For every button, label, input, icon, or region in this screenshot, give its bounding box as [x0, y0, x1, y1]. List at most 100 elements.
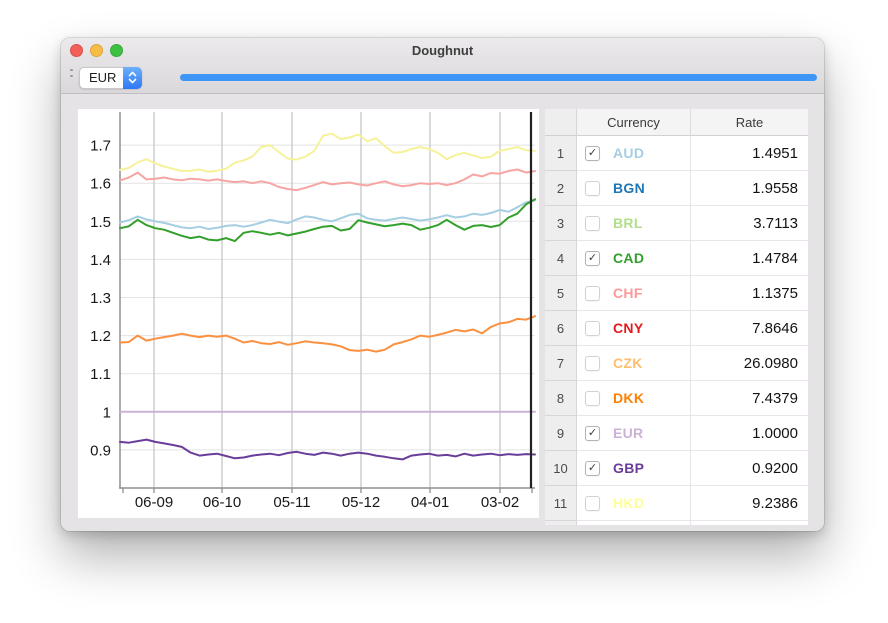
currency-checkbox[interactable]: [585, 285, 600, 301]
table-row[interactable]: [545, 521, 808, 525]
close-button[interactable]: [70, 44, 83, 57]
svg-text:1.7: 1.7: [90, 138, 111, 155]
row-index: 7: [545, 346, 577, 381]
currency-rate: 1.9558: [691, 171, 808, 206]
svg-text:03-02: 03-02: [481, 494, 519, 511]
currency-code: CAD: [613, 250, 645, 266]
table-row[interactable]: 9 ✓ EUR 1.0000: [545, 416, 808, 451]
currency-cell: ✓ EUR: [577, 416, 691, 451]
row-index: 8: [545, 381, 577, 416]
chart-line-light-blue-line: [119, 199, 536, 230]
chevron-up-down-icon: [123, 66, 142, 89]
row-index: 4: [545, 241, 577, 276]
currency-code: CZK: [613, 355, 643, 371]
table-row[interactable]: 10 ✓ GBP 0.9200: [545, 451, 808, 486]
currency-code: AUD: [613, 145, 645, 161]
currency-code: CNY: [613, 320, 644, 336]
svg-text:1.5: 1.5: [90, 214, 111, 231]
currency-checkbox[interactable]: [585, 355, 600, 371]
svg-text:1.1: 1.1: [90, 366, 111, 383]
currency-cell: CNY: [577, 311, 691, 346]
table-body: 1 ✓ AUD 1.4951 2 BGN 1.9558 3 BRL 3.7113 4 ✓ CAD 1.47…: [545, 136, 808, 525]
currency-code: GBP: [613, 460, 645, 476]
table-header: Currency Rate: [545, 109, 808, 136]
table-row[interactable]: 11 HKD 9.2386: [545, 486, 808, 521]
row-index: [545, 521, 577, 525]
chart-line-yellow-line: [119, 132, 536, 173]
header-cell-currency[interactable]: Currency: [577, 109, 691, 136]
window-title: Doughnut: [411, 43, 474, 58]
window-titlebar: Doughnut: [61, 38, 824, 62]
header-cell-rate[interactable]: Rate: [691, 109, 808, 136]
currency-code: BGN: [613, 180, 646, 196]
svg-text:1.3: 1.3: [90, 290, 111, 307]
timeline-slider[interactable]: [180, 67, 817, 89]
row-index: 9: [545, 416, 577, 451]
currency-checkbox-checked[interactable]: ✓: [585, 145, 600, 161]
toolbar: EUR: [61, 62, 824, 94]
svg-text:1.4: 1.4: [90, 252, 111, 269]
row-index: 1: [545, 136, 577, 171]
table-row[interactable]: 5 CHF 1.1375: [545, 276, 808, 311]
currency-cell: CZK: [577, 346, 691, 381]
chart-panel: 0.9 1 1.1 1.2 1.3 1.4 1.5 1.6 1.7 06-09 06-10 05-11…: [78, 109, 539, 518]
zoom-button[interactable]: [110, 44, 123, 57]
currency-rate: 1.0000: [691, 416, 808, 451]
currency-cell: CHF: [577, 276, 691, 311]
svg-text:05-12: 05-12: [342, 494, 380, 511]
currency-checkbox[interactable]: [585, 390, 600, 406]
currency-cell: [577, 521, 691, 525]
svg-text:06-10: 06-10: [203, 494, 241, 511]
toolbar-drag-handle-icon: [70, 68, 73, 81]
currency-rate: 0.9200: [691, 451, 808, 486]
currency-rate: 7.4379: [691, 381, 808, 416]
table-row[interactable]: 6 CNY 7.8646: [545, 311, 808, 346]
currency-rate: 1.4784: [691, 241, 808, 276]
row-index: 2: [545, 171, 577, 206]
currency-cell: HKD: [577, 486, 691, 521]
currency-checkbox[interactable]: [585, 320, 600, 336]
chart-line-orange-line: [119, 315, 536, 353]
currency-code: HKD: [613, 495, 645, 511]
base-currency-select[interactable]: EUR: [79, 66, 142, 89]
chart-line-pink-line: [119, 168, 536, 192]
svg-text:04-01: 04-01: [411, 494, 449, 511]
row-index: 11: [545, 486, 577, 521]
currency-checkbox-checked[interactable]: ✓: [585, 460, 600, 476]
base-currency-value: EUR: [89, 70, 117, 85]
checkmark-icon: ✓: [587, 426, 598, 439]
currency-rate: [691, 521, 808, 525]
table-row[interactable]: 2 BGN 1.9558: [545, 171, 808, 206]
row-index: 3: [545, 206, 577, 241]
header-cell-index: [545, 109, 577, 136]
currency-rate: 26.0980: [691, 346, 808, 381]
currency-cell: BRL: [577, 206, 691, 241]
currency-code: DKK: [613, 390, 645, 406]
svg-text:1.6: 1.6: [90, 176, 111, 193]
svg-text:06-09: 06-09: [135, 494, 173, 511]
table-row[interactable]: 1 ✓ AUD 1.4951: [545, 136, 808, 171]
table-row[interactable]: 7 CZK 26.0980: [545, 346, 808, 381]
exchange-rate-chart[interactable]: 0.9 1 1.1 1.2 1.3 1.4 1.5 1.6 1.7 06-09 06-10 05-11…: [78, 109, 539, 518]
currency-table: Currency Rate 1 ✓ AUD 1.4951 2 BGN 1.9558 3 BRL 3…: [545, 109, 808, 525]
currency-rate: 3.7113: [691, 206, 808, 241]
row-index: 6: [545, 311, 577, 346]
table-row[interactable]: 8 DKK 7.4379: [545, 381, 808, 416]
currency-checkbox[interactable]: [585, 495, 600, 511]
currency-rate: 9.2386: [691, 486, 808, 521]
app-window: Doughnut EUR 0.9 1 1.1 1.2 1.3 1.4 1.5 1.6 1.7 06…: [61, 38, 824, 531]
minimize-button[interactable]: [90, 44, 103, 57]
row-index: 5: [545, 276, 577, 311]
currency-code: EUR: [613, 425, 644, 441]
svg-text:05-11: 05-11: [273, 494, 310, 511]
currency-cell: ✓ GBP: [577, 451, 691, 486]
currency-code: CHF: [613, 285, 643, 301]
table-row[interactable]: 3 BRL 3.7113: [545, 206, 808, 241]
currency-checkbox[interactable]: [585, 215, 600, 231]
currency-checkbox-checked[interactable]: ✓: [585, 250, 600, 266]
currency-checkbox-checked[interactable]: ✓: [585, 425, 600, 441]
table-row[interactable]: 4 ✓ CAD 1.4784: [545, 241, 808, 276]
timeline-slider-fill: [180, 74, 817, 81]
currency-checkbox[interactable]: [585, 180, 600, 196]
currency-cell: BGN: [577, 171, 691, 206]
